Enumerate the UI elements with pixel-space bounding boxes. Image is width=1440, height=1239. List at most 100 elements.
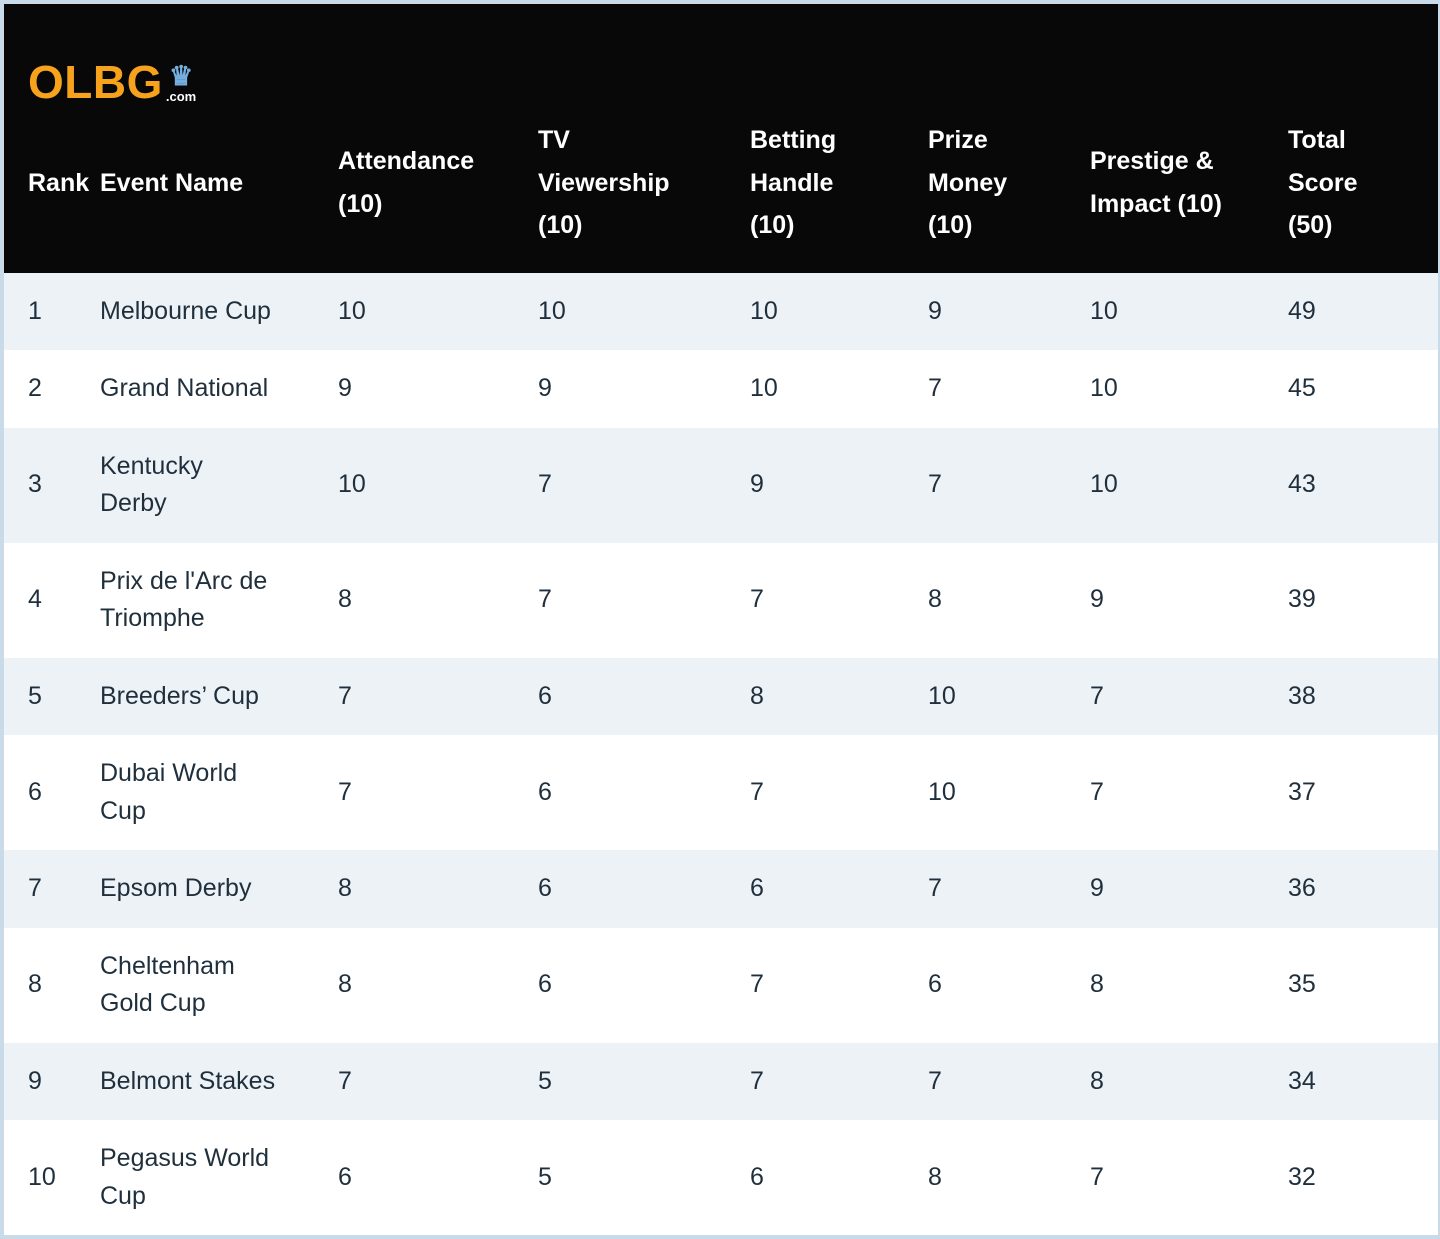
score-cell: 10 xyxy=(338,470,366,499)
score-cell: 35 xyxy=(1288,970,1316,999)
event-name-cell: Grand National xyxy=(100,374,269,402)
score-cell: 6 xyxy=(750,1162,764,1191)
rank-cell: 9 xyxy=(28,1066,42,1095)
score-cell: 9 xyxy=(1090,585,1104,614)
score-cell: 37 xyxy=(1288,777,1316,806)
rank-cell: 5 xyxy=(28,681,42,710)
column-header-7: Total Score (50) xyxy=(1288,126,1358,239)
table-row: 5 Breeders’ Cup 7 6 8 10 7 38 xyxy=(4,657,1439,735)
score-cell: 8 xyxy=(338,970,352,999)
score-cell: 8 xyxy=(928,585,942,614)
olbg-logo[interactable]: OLBG ♛ .com xyxy=(28,55,197,108)
event-name-cell: Pegasus World Cup xyxy=(100,1144,270,1210)
event-ranking-table: OLBG ♛ .com Rank Event Name Attendance (10… xyxy=(4,4,1439,1235)
table-body: 1 Melbourne Cup 10 10 10 9 10 49 2 Grand National… xyxy=(4,272,1439,1235)
score-cell: 8 xyxy=(338,585,352,614)
score-cell: 7 xyxy=(1090,1162,1104,1191)
score-cell: 7 xyxy=(928,470,942,499)
event-name-cell: Melbourne Cup xyxy=(100,296,271,325)
table-row: 8 Cheltenham Gold Cup 8 6 7 6 8 35 xyxy=(4,927,1439,1043)
rank-cell: 4 xyxy=(28,585,42,614)
table-row: 3 Kentucky Derby 10 7 9 7 10 43 xyxy=(4,427,1439,543)
score-cell: 8 xyxy=(750,681,764,710)
score-cell: 8 xyxy=(338,874,352,902)
score-cell: 5 xyxy=(538,1162,552,1191)
event-name-cell: Dubai World Cup xyxy=(100,759,238,825)
table-row: 2 Grand National 9 9 10 7 10 45 xyxy=(4,350,1439,428)
olbg-wordmark: OLBG xyxy=(28,55,163,108)
score-cell: 10 xyxy=(538,296,566,325)
score-cell: 43 xyxy=(1288,470,1316,499)
event-name-cell: Belmont Stakes xyxy=(100,1066,276,1095)
score-cell: 6 xyxy=(750,874,764,902)
score-cell: 6 xyxy=(538,970,552,999)
score-cell: 10 xyxy=(338,296,366,325)
column-header-5: Prize Money (10) xyxy=(928,126,1008,239)
score-cell: 6 xyxy=(928,970,942,999)
score-cell: 34 xyxy=(1288,1066,1316,1095)
score-cell: 9 xyxy=(750,470,764,499)
score-cell: 10 xyxy=(1090,374,1118,402)
score-cell: 7 xyxy=(928,374,942,402)
rank-cell: 6 xyxy=(28,777,42,806)
score-cell: 49 xyxy=(1288,296,1316,325)
table-row: 10 Pegasus World Cup 6 5 6 8 7 32 xyxy=(4,1120,1439,1235)
score-cell: 9 xyxy=(338,374,352,402)
table-row: 7 Epsom Derby 8 6 6 7 9 36 xyxy=(4,850,1439,928)
rank-cell: 2 xyxy=(28,374,42,402)
score-cell: 10 xyxy=(928,681,956,710)
score-cell: 10 xyxy=(1090,470,1118,499)
score-cell: 6 xyxy=(538,681,552,710)
event-name-cell: Prix de l'Arc de Triomphe xyxy=(100,566,268,633)
logo-row: OLBG ♛ .com xyxy=(4,4,1439,115)
score-cell: 6 xyxy=(538,777,552,806)
event-name-cell: Cheltenham Gold Cup xyxy=(100,951,235,1018)
score-cell: 7 xyxy=(750,970,764,999)
score-cell: 7 xyxy=(750,1066,764,1095)
rank-cell: 3 xyxy=(28,470,42,499)
column-header-1: Event Name xyxy=(100,168,244,197)
rank-cell: 8 xyxy=(28,970,42,999)
column-header-3: TV Viewership (10) xyxy=(538,126,670,239)
score-cell: 7 xyxy=(338,777,352,806)
score-cell: 45 xyxy=(1288,374,1316,402)
column-header-6: Prestige & Impact (10) xyxy=(1090,147,1222,218)
column-header-row: Rank Event Name Attendance (10) TV Viewersh… xyxy=(4,115,1439,273)
rank-cell: 7 xyxy=(28,874,42,902)
score-cell: 39 xyxy=(1288,585,1316,614)
score-cell: 7 xyxy=(538,585,552,614)
score-cell: 10 xyxy=(750,374,778,402)
score-cell: 6 xyxy=(538,874,552,902)
table-row: 1 Melbourne Cup 10 10 10 9 10 49 xyxy=(4,272,1439,350)
score-cell: 7 xyxy=(750,585,764,614)
score-cell: 8 xyxy=(1090,1066,1104,1095)
table-header: OLBG ♛ .com Rank Event Name Attendance (10… xyxy=(4,4,1439,273)
rank-cell: 10 xyxy=(28,1162,56,1191)
event-name-cell: Kentucky Derby xyxy=(100,451,203,518)
score-cell: 7 xyxy=(1090,777,1104,806)
score-cell: 7 xyxy=(1090,681,1104,710)
score-cell: 9 xyxy=(1090,874,1104,902)
score-cell: 10 xyxy=(750,296,778,325)
crown-icon: ♛ xyxy=(168,60,194,91)
logo-tld-label: .com xyxy=(165,88,197,104)
score-cell: 8 xyxy=(928,1162,942,1191)
table-row: 4 Prix de l'Arc de Triomphe 8 7 7 8 9 39 xyxy=(4,542,1439,658)
event-name-cell: Epsom Derby xyxy=(100,874,252,902)
table-row: 6 Dubai World Cup 7 6 7 10 7 37 xyxy=(4,735,1439,850)
score-cell: 36 xyxy=(1288,874,1316,902)
score-cell: 6 xyxy=(338,1162,352,1191)
score-cell: 7 xyxy=(750,777,764,806)
score-cell: 7 xyxy=(928,1066,942,1095)
score-cell: 7 xyxy=(338,681,352,710)
score-cell: 7 xyxy=(538,470,552,499)
score-cell: 10 xyxy=(928,777,956,806)
table-row: 9 Belmont Stakes 7 5 7 7 8 34 xyxy=(4,1042,1439,1120)
rank-cell: 1 xyxy=(28,296,42,325)
score-cell: 32 xyxy=(1288,1162,1316,1191)
score-cell: 9 xyxy=(928,296,942,325)
score-cell: 10 xyxy=(1090,296,1118,325)
column-header-4: Betting Handle (10) xyxy=(750,126,837,239)
event-name-cell: Breeders’ Cup xyxy=(100,681,259,710)
